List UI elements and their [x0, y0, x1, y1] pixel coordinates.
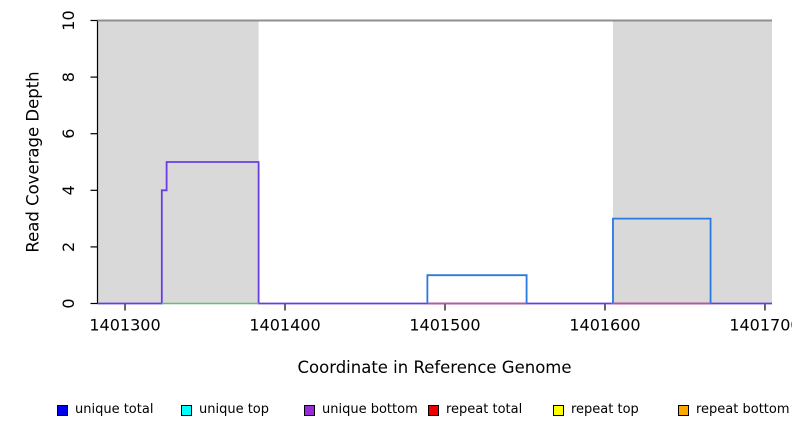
legend-swatch-unique-bottom	[304, 404, 315, 416]
x-tick-label: 1401600	[569, 316, 640, 335]
x-tick-label: 1401300	[89, 316, 160, 335]
legend-label-unique-bottom: unique bottom	[322, 402, 418, 417]
legend-label-repeat-top: repeat top	[571, 402, 639, 417]
y-tick-label: 8	[59, 72, 78, 82]
y-tick-label: 2	[59, 242, 78, 252]
legend-label-unique-total: unique total	[75, 402, 154, 417]
y-tick-label: 4	[59, 185, 78, 195]
legend-item-repeat-bottom: repeat bottom	[678, 400, 790, 420]
legend-swatch-unique-total	[57, 404, 68, 416]
legend-item-repeat-top: repeat top	[553, 400, 639, 420]
series-unique-bottom-curve	[97, 161, 772, 305]
legend-swatch-repeat-bottom	[678, 404, 689, 416]
legend-label-unique-top: unique top	[199, 402, 270, 417]
legend-item-unique-total: unique total	[57, 400, 153, 420]
repeat-region-2	[612, 20, 772, 304]
legend-swatch-unique-top	[181, 404, 192, 416]
x-tick-label: 1401500	[409, 316, 480, 335]
legend-label-repeat-bottom: repeat bottom	[696, 402, 790, 417]
x-tick-label: 1401400	[249, 316, 320, 335]
y-axis-title: Read Coverage Depth	[23, 71, 43, 253]
legend-item-repeat-total: repeat total	[428, 400, 522, 420]
series-unique-total-curve	[426, 274, 528, 304]
legend-swatch-repeat-total	[428, 404, 439, 416]
legend-label-repeat-total: repeat total	[446, 402, 523, 417]
y-tick-label: 6	[59, 129, 78, 139]
x-axis-title: Coordinate in Reference Genome	[297, 358, 572, 377]
legend-item-unique-bottom: unique bottom	[304, 400, 418, 420]
series-unique-total-curve	[612, 217, 712, 304]
legend-swatch-repeat-top	[553, 404, 564, 416]
y-tick-label: 0	[59, 298, 78, 308]
x-tick-label: 1401700	[729, 316, 792, 335]
legend-item-unique-top: unique top	[181, 400, 269, 420]
y-tick-label: 10	[59, 10, 78, 30]
legend: unique total unique top unique bottom repea…	[0, 400, 792, 422]
